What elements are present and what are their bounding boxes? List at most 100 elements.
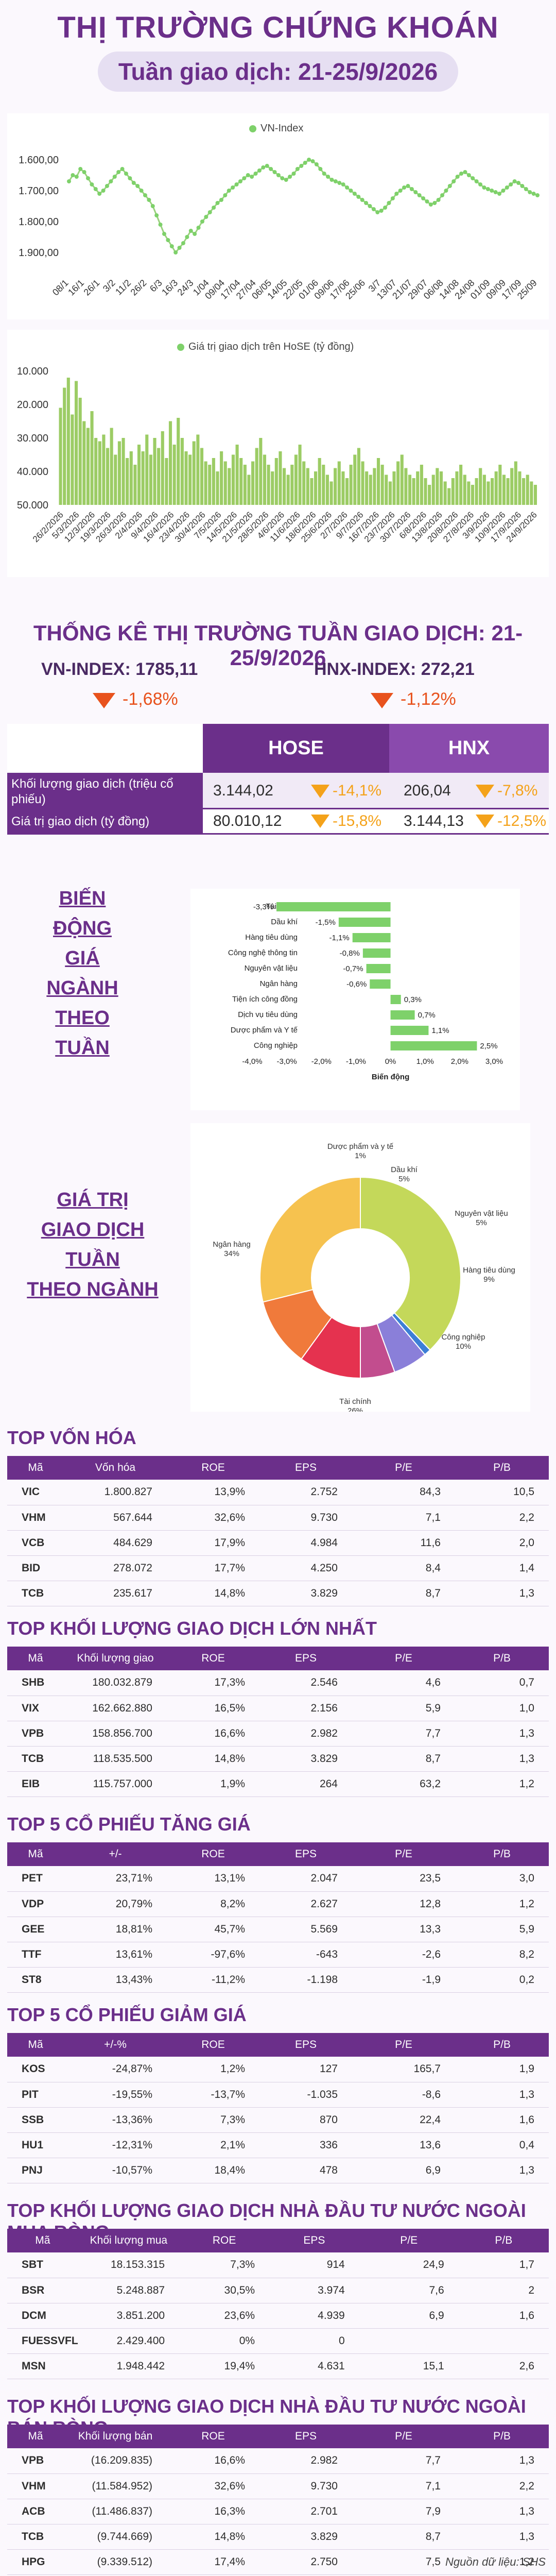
hnxindex-value: HNX-INDEX: 272,21 — [314, 659, 475, 679]
sector-bar — [352, 933, 391, 942]
column-header: Mã — [7, 1456, 64, 1480]
value-cell: 0,2 — [455, 1967, 549, 1993]
legend-dot-icon — [177, 343, 184, 351]
table-row: SHB 180.032.879 17,3% 2.546 4,6 0,7 — [7, 1670, 549, 1696]
value-cell: 13,43% — [64, 1967, 167, 1993]
data-point — [291, 172, 296, 176]
ticker-cell: VDP — [7, 1891, 64, 1917]
value-label: 1,1% — [431, 1026, 449, 1035]
value-label: -0,7% — [343, 964, 363, 973]
x-tick-label: 16/3 — [160, 278, 180, 298]
data-point — [257, 168, 262, 173]
volume-bar — [204, 461, 207, 505]
data-point — [471, 176, 475, 180]
category-label: Nguyên vật liệu — [245, 964, 298, 973]
hnx-value: 3.144,13 — [404, 812, 464, 829]
hose-volume: 3.144,02 — [213, 782, 273, 799]
data-point — [432, 201, 437, 205]
value-cell: 32,6% — [167, 2473, 259, 2499]
stats-row-label: Khối lượng giao dịch (triệu cổ phiếu) — [11, 777, 173, 806]
volume-bar — [408, 474, 412, 505]
legend-dot-icon — [249, 125, 256, 132]
table-row: EIB 115.757.000 1,9% 264 63,2 1,2 — [7, 1771, 549, 1797]
value-cell: 14,8% — [167, 1746, 259, 1772]
volume-bar — [361, 461, 364, 505]
value-cell: 15,1 — [359, 2353, 459, 2379]
x-axis-label: Biến động — [372, 1073, 409, 1081]
column-header: Mã — [7, 1647, 64, 1670]
volume-bar — [274, 458, 278, 505]
table-row: PNJ -10,57% 18,4% 478 6,9 1,3 — [7, 2158, 549, 2183]
data-point — [314, 162, 319, 166]
value-cell: 7,1 — [352, 2473, 455, 2499]
data-point — [158, 223, 163, 227]
data-point — [231, 185, 235, 190]
value-cell: -12,31% — [64, 2132, 167, 2158]
table-row: VCB 484.629 17,9% 4.984 11,6 2,0 — [7, 1530, 549, 1556]
volume-bar — [114, 454, 117, 505]
data-point — [307, 158, 311, 162]
table-row: VIX 162.662.880 16,5% 2.156 5,9 1,0 — [7, 1696, 549, 1721]
value-cell: (11.486.837) — [64, 2499, 167, 2524]
column-header: EPS — [259, 1456, 352, 1480]
data-point — [364, 201, 369, 205]
x-tick-label: -4,0% — [242, 1057, 262, 1066]
data-table: Mã Vốn hóa ROE EPS P/E P/B VIC 1.800.827 13,9% 2.… — [7, 1456, 549, 1606]
data-point — [299, 164, 304, 168]
volume-bar — [334, 468, 337, 505]
value-cell: 16,3% — [167, 2499, 259, 2524]
data-point — [265, 164, 269, 168]
data-point — [154, 213, 159, 217]
volume-bar — [235, 445, 239, 505]
volume-plot: 50.00040.00030.00020.00010.00026/2/20265… — [17, 366, 539, 544]
data-point — [227, 189, 231, 193]
sector-value-heading: GIÁ TRỊ GIAO DỊCH TUẦN THEO NGÀNH — [26, 1185, 160, 1304]
volume-bar — [168, 421, 172, 505]
volume-bar — [243, 465, 247, 505]
data-point — [82, 170, 86, 174]
volume-bar — [121, 438, 125, 505]
data-point — [238, 179, 242, 183]
slice-label: Dầu khí — [391, 1165, 418, 1174]
category-label: Dược phẩm và Y tế — [231, 1026, 298, 1035]
column-header: EPS — [259, 1842, 352, 1866]
value-cell: 1,3 — [455, 1581, 549, 1606]
data-point — [337, 181, 342, 185]
volume-bar — [177, 418, 180, 505]
data-point — [417, 193, 422, 197]
value-cell: 1,9% — [167, 1771, 259, 1797]
volume-bar — [385, 474, 388, 505]
data-point — [516, 181, 521, 185]
table-row: DCM 3.851.200 23,6% 4.939 6,9 1,6 — [7, 2303, 549, 2329]
volume-bar — [223, 461, 227, 505]
volume-bar — [463, 474, 466, 505]
ticker-cell: TTF — [7, 1942, 64, 1968]
data-point — [352, 192, 357, 196]
data-point — [105, 184, 109, 188]
data-point — [455, 175, 460, 179]
category-label: Hàng tiêu dùng — [245, 933, 298, 942]
ticker-cell: TCB — [7, 1746, 64, 1772]
table-row: HU1 -12,31% 2,1% 336 13,6 0,4 — [7, 2132, 549, 2158]
volume-bar — [106, 448, 110, 505]
data-point — [120, 167, 125, 171]
table-row: PIT -19,55% -13,7% -1.035 -8,6 1,3 — [7, 2082, 549, 2108]
data-point — [451, 179, 456, 183]
ticker-cell: TCB — [7, 2524, 64, 2550]
data-point — [303, 161, 307, 165]
value-cell: -13,36% — [64, 2107, 167, 2133]
y-tick-label: 40.000 — [17, 466, 48, 478]
volume-bar — [165, 458, 168, 505]
value-cell: 9.730 — [259, 1505, 352, 1531]
volume-bar — [522, 478, 526, 505]
data-point — [71, 173, 75, 177]
volume-bar — [90, 411, 94, 505]
value-cell: 7,5 — [352, 2549, 455, 2575]
volume-bar — [294, 454, 298, 505]
category-label: Dầu khí — [271, 918, 298, 926]
column-header: P/E — [352, 1456, 455, 1480]
data-point — [162, 232, 166, 236]
value-cell: 18.153.315 — [78, 2252, 180, 2278]
arrow-down-icon — [476, 785, 494, 798]
column-header: Mã — [7, 2229, 78, 2252]
